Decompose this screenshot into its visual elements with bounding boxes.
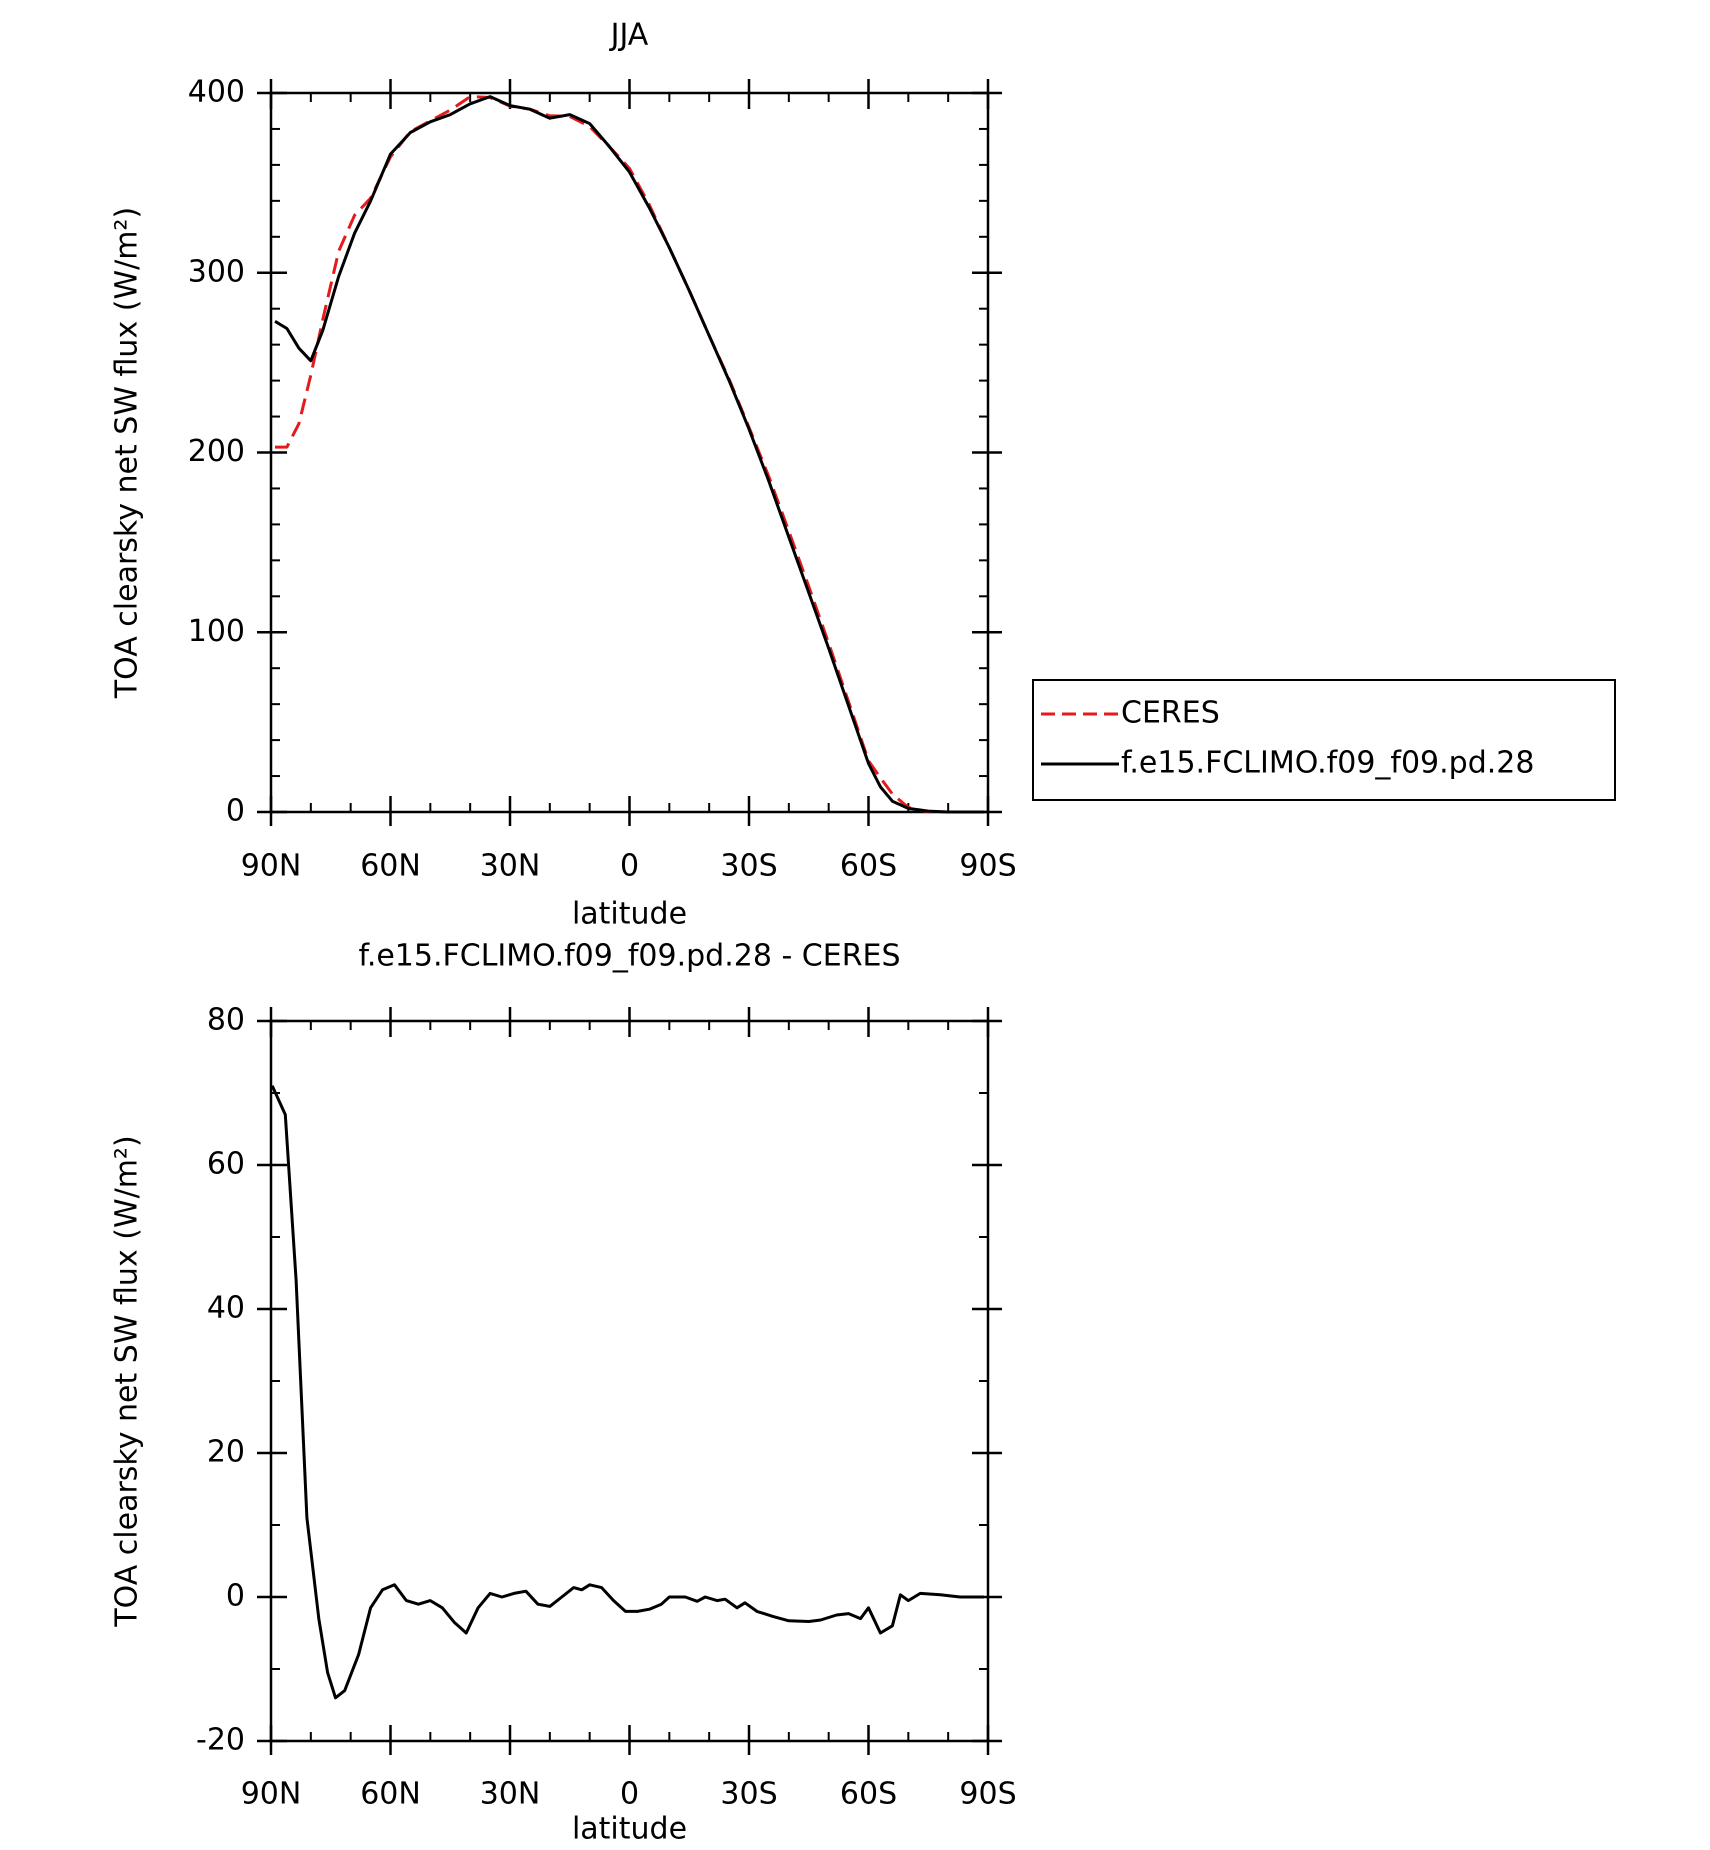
legend-label: f.e15.FCLIMO.f09_f09.pd.28 [1121,746,1534,781]
x-tick-label: 60N [360,849,421,884]
y-axis-label: TOA clearsky net SW flux (W/m²) [110,1135,145,1627]
y-tick-label: 300 [188,254,245,289]
x-axis-label: latitude [572,1812,687,1847]
chart-title: f.e15.FCLIMO.f09_f09.pd.28 - CERES [358,939,900,974]
x-tick-label: 60S [840,1777,897,1812]
x-tick-label: 90S [959,849,1016,884]
x-tick-label: 90N [241,1777,302,1812]
y-tick-label: 200 [188,434,245,469]
x-axis-label: latitude [572,897,687,932]
x-tick-label: 90N [241,849,302,884]
x-tick-label: 30S [720,849,777,884]
x-tick-label: 60S [840,849,897,884]
y-tick-label: 60 [207,1147,245,1182]
x-tick-label: 30N [480,1777,541,1812]
x-tick-label: 0 [620,849,639,884]
y-tick-label: 80 [207,1003,245,1038]
series-line [270,1085,984,1700]
plot-frame [269,91,990,814]
y-axis-label: TOA clearsky net SW flux (W/m²) [110,207,145,699]
x-tick-label: 30N [480,849,541,884]
chart-title: JJA [609,18,649,53]
y-tick-label: 0 [226,794,245,829]
series-line [274,95,984,814]
y-tick-label: -20 [196,1723,245,1758]
x-tick-label: 30S [720,1777,777,1812]
y-tick-label: 400 [188,75,245,110]
y-tick-label: 20 [207,1435,245,1470]
y-tick-label: 0 [226,1579,245,1614]
x-tick-label: 0 [620,1777,639,1812]
legend-box [1032,679,1616,801]
y-tick-label: 40 [207,1291,245,1326]
x-tick-label: 90S [959,1777,1016,1812]
x-tick-label: 60N [360,1777,421,1812]
y-tick-label: 100 [188,614,245,649]
series-line [275,95,984,814]
legend-label: CERES [1121,696,1220,731]
